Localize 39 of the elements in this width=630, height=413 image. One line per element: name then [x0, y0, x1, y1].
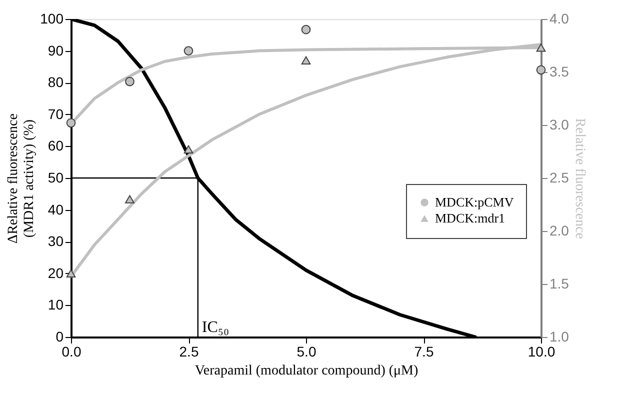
point [301, 56, 311, 64]
y-tick-label: 100 [40, 10, 64, 26]
y2-tick-label: 1.0 [550, 328, 570, 344]
y2-tick-label: 4.0 [550, 10, 570, 26]
y2-tick-label: 3.5 [550, 64, 570, 80]
x-tick-label: 10.0 [528, 344, 556, 360]
point [184, 46, 194, 56]
y-tick-label: 50 [48, 170, 64, 186]
y2-tick-label: 1.5 [550, 276, 570, 292]
point [66, 269, 76, 278]
y-tick-label: 90 [48, 42, 64, 58]
y2-tick-label: 2.0 [550, 222, 570, 238]
y-tick-label: 80 [48, 74, 64, 90]
annotation: IC₅₀ [202, 319, 230, 336]
x-tick-label: 5.0 [296, 344, 316, 360]
point [66, 118, 76, 128]
y-tick-label: 40 [48, 201, 64, 218]
y-axis-title: ΔRelative fluorescence (MDR1 activity) (%) [6, 114, 38, 244]
point [301, 24, 311, 34]
y2-axis-title: Relative fluorescence [572, 118, 587, 239]
point [125, 195, 134, 204]
x-tick-label: 7.5 [414, 344, 434, 360]
point [536, 43, 546, 52]
legend-label: MDCK:mdr1 [435, 210, 506, 226]
point [536, 65, 546, 75]
x-tick-label: 2.5 [179, 344, 199, 360]
y-tick-label: 30 [48, 233, 64, 250]
x-axis-title: Verapamil (modulator compound) (μM) [194, 364, 418, 378]
y-tick-label: 20 [48, 264, 64, 281]
point [184, 145, 194, 154]
x-tick-label: 0.0 [62, 344, 82, 360]
y2-tick-label: 2.5 [550, 170, 570, 186]
y2-tick-label: 3.0 [550, 116, 570, 132]
y-tick-label: 10 [48, 296, 64, 313]
y-tick-label: 60 [48, 138, 64, 154]
y-tick-label: 0 [56, 328, 64, 344]
legend-label: MDCK:pCMV [435, 194, 514, 210]
point [125, 76, 134, 86]
y-tick-label: 70 [48, 106, 64, 122]
